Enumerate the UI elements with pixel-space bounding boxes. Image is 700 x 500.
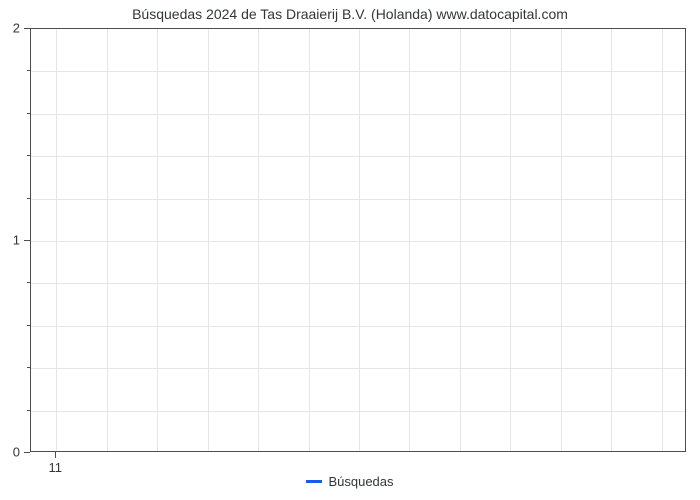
gridline-horizontal — [31, 156, 685, 157]
gridline-horizontal — [31, 199, 685, 200]
y-tick — [24, 28, 30, 29]
legend-label: Búsquedas — [328, 474, 393, 489]
gridline-vertical — [309, 29, 310, 451]
y-minor-tick — [27, 410, 30, 411]
legend: Búsquedas — [0, 474, 700, 489]
gridline-horizontal — [31, 71, 685, 72]
gridline-vertical — [561, 29, 562, 451]
y-axis-label: 1 — [0, 233, 20, 248]
gridline-vertical — [662, 29, 663, 451]
y-minor-tick — [27, 282, 30, 283]
y-tick — [24, 452, 30, 453]
y-minor-tick — [27, 155, 30, 156]
y-tick — [24, 240, 30, 241]
x-tick — [55, 452, 56, 458]
gridline-vertical — [157, 29, 158, 451]
y-minor-tick — [27, 325, 30, 326]
legend-swatch — [306, 480, 322, 483]
y-minor-tick — [27, 70, 30, 71]
gridline-horizontal — [31, 241, 685, 242]
gridline-horizontal — [31, 368, 685, 369]
plot-area — [30, 28, 686, 452]
y-minor-tick — [27, 198, 30, 199]
chart-title: Búsquedas 2024 de Tas Draaierij B.V. (Ho… — [0, 6, 700, 22]
gridline-vertical — [208, 29, 209, 451]
y-minor-tick — [27, 367, 30, 368]
y-minor-tick — [27, 113, 30, 114]
gridline-horizontal — [31, 411, 685, 412]
gridline-vertical — [611, 29, 612, 451]
gridline-vertical — [56, 29, 57, 451]
gridline-vertical — [107, 29, 108, 451]
y-axis-label: 0 — [0, 445, 20, 460]
gridline-vertical — [510, 29, 511, 451]
y-axis-label: 2 — [0, 21, 20, 36]
x-axis-label: 11 — [48, 460, 62, 475]
chart-container: Búsquedas 2024 de Tas Draaierij B.V. (Ho… — [0, 0, 700, 500]
gridline-vertical — [258, 29, 259, 451]
gridline-vertical — [409, 29, 410, 451]
gridline-vertical — [359, 29, 360, 451]
gridline-horizontal — [31, 326, 685, 327]
gridline-horizontal — [31, 114, 685, 115]
gridline-horizontal — [31, 283, 685, 284]
gridline-vertical — [460, 29, 461, 451]
